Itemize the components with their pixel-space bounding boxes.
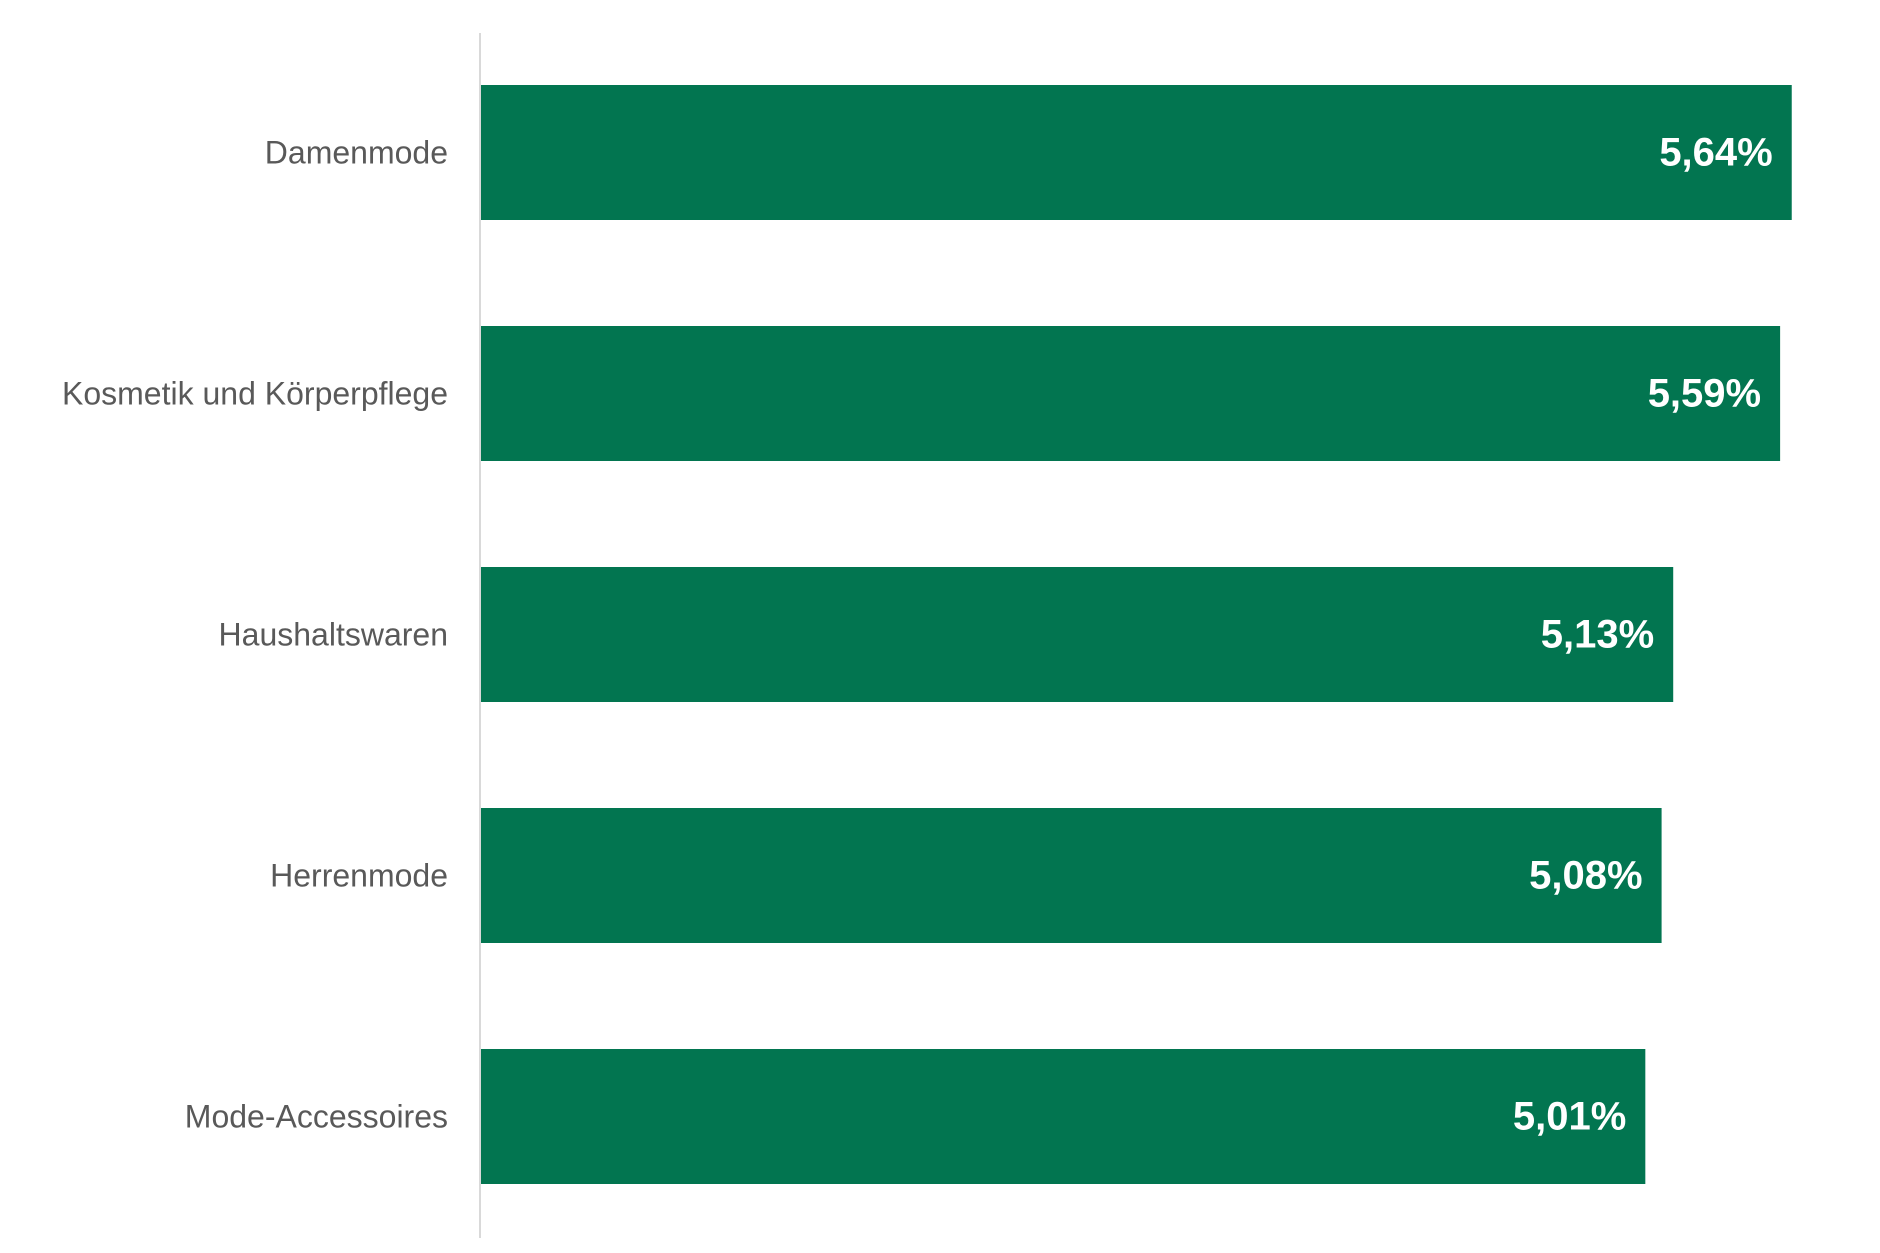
bar-herrenmode bbox=[481, 808, 1662, 943]
bar-kosmetik-und-k-rperpflege bbox=[481, 326, 1781, 461]
category-label-haushaltswaren: Haushaltswaren bbox=[219, 617, 448, 653]
category-label-kosmetik-und-k-rperpflege: Kosmetik und Körperpflege bbox=[62, 376, 448, 412]
value-label-haushaltswaren: 5,13% bbox=[1541, 613, 1654, 657]
value-label-damenmode: 5,64% bbox=[1659, 131, 1772, 175]
bar-damenmode bbox=[481, 85, 1792, 220]
value-label-kosmetik-und-k-rperpflege: 5,59% bbox=[1648, 372, 1761, 416]
value-labels-group: 5,64% 5,59% 5,13% 5,08% 5,01% bbox=[1513, 131, 1773, 1139]
bar-mode-accessoires bbox=[481, 1049, 1646, 1184]
category-labels-group: Damenmode Kosmetik und Körperpflege Hausha… bbox=[62, 135, 448, 1135]
category-label-mode-accessoires: Mode-Accessoires bbox=[185, 1099, 448, 1135]
bars-group bbox=[481, 85, 1792, 1184]
value-label-herrenmode: 5,08% bbox=[1529, 854, 1642, 898]
category-label-damenmode: Damenmode bbox=[265, 135, 448, 171]
bar-haushaltswaren bbox=[481, 567, 1674, 702]
category-label-herrenmode: Herrenmode bbox=[270, 858, 448, 894]
value-label-mode-accessoires: 5,01% bbox=[1513, 1095, 1626, 1139]
